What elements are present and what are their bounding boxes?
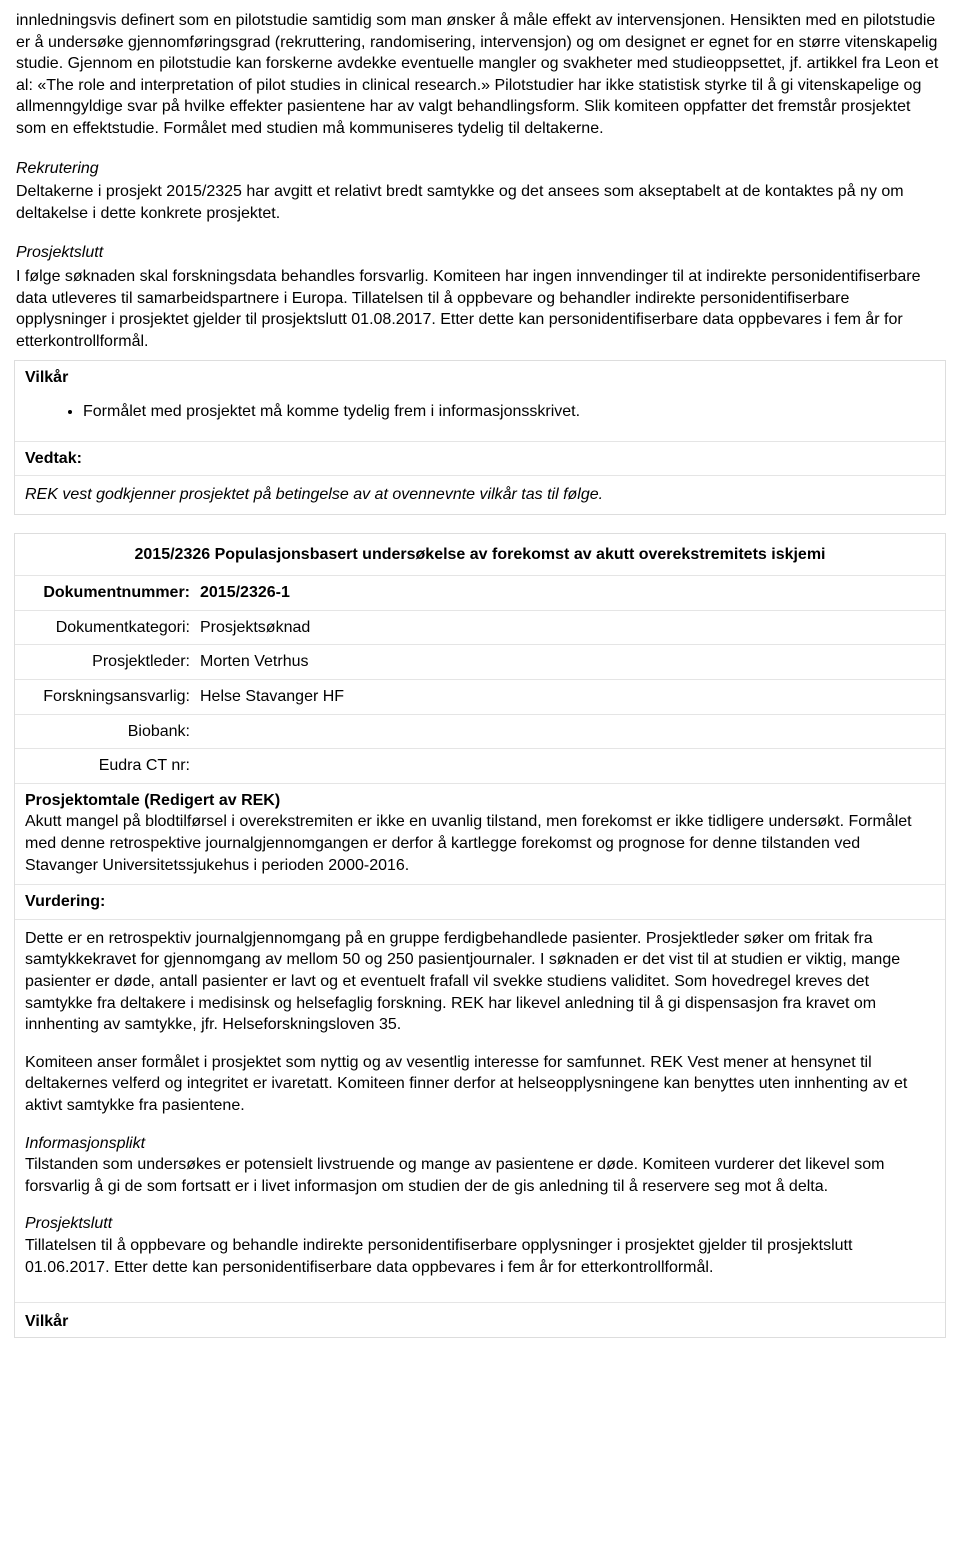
field-prosjektleder: Prosjektleder: Morten Vetrhus — [15, 645, 945, 680]
biobank-label: Biobank: — [25, 721, 200, 743]
field-dokumentnummer: Dokumentnummer: 2015/2326-1 — [15, 576, 945, 611]
prosjektomtale-heading: Prosjektomtale (Redigert av REK) — [15, 784, 945, 812]
eudra-value — [200, 755, 935, 777]
rekrutering-body: Deltakerne i prosjekt 2015/2325 har avgi… — [16, 181, 944, 224]
dokumentnummer-label: Dokumentnummer: — [25, 582, 200, 604]
section-1-body: innledningsvis definert som en pilotstud… — [14, 8, 946, 360]
forskningsansvarlig-value: Helse Stavanger HF — [200, 686, 935, 708]
field-eudra: Eudra CT nr: — [15, 749, 945, 784]
prosjektslutt2-body: Tillatelsen til å oppbevare og behandle … — [25, 1235, 935, 1278]
forskningsansvarlig-label: Forskningsansvarlig: — [25, 686, 200, 708]
assessment-p1: Dette er en retrospektiv journalgjennomg… — [25, 928, 935, 1036]
intro-paragraph: innledningsvis definert som en pilotstud… — [16, 10, 944, 140]
prosjektslutt2-heading: Prosjektslutt — [25, 1213, 935, 1235]
project-title: 2015/2326 Populasjonsbasert undersøkelse… — [15, 534, 945, 577]
vurdering-heading: Vurdering: — [15, 884, 945, 920]
prosjektleder-value: Morten Vetrhus — [200, 651, 935, 673]
dokumentnummer-value: 2015/2326-1 — [200, 582, 935, 604]
dokumentkategori-value: Prosjektsøknad — [200, 617, 935, 639]
rekrutering-heading: Rekrutering — [16, 158, 944, 180]
assessment-block: Dette er en retrospektiv journalgjennomg… — [15, 920, 945, 1302]
field-forskningsansvarlig: Forskningsansvarlig: Helse Stavanger HF — [15, 680, 945, 715]
vedtak-body: REK vest godkjenner prosjektet på beting… — [15, 476, 945, 514]
vilkar-heading: Vilkår — [25, 367, 935, 389]
field-biobank: Biobank: — [15, 715, 945, 750]
vilkar2-heading: Vilkår — [15, 1302, 945, 1337]
prosjektslutt-heading: Prosjektslutt — [16, 242, 944, 264]
vilkar-list: Formålet med prosjektet må komme tydelig… — [25, 401, 935, 423]
biobank-value — [200, 721, 935, 743]
prosjektleder-label: Prosjektleder: — [25, 651, 200, 673]
vilkar-item: Formålet med prosjektet må komme tydelig… — [83, 401, 935, 423]
info-heading: Informasjonsplikt — [25, 1133, 935, 1155]
prosjektomtale-body: Akutt mangel på blodtilførsel i overekst… — [15, 811, 945, 884]
eudra-label: Eudra CT nr: — [25, 755, 200, 777]
vedtak-heading: Vedtak: — [15, 442, 945, 477]
assessment-p2: Komiteen anser formålet i prosjektet som… — [25, 1052, 935, 1117]
section-2: 2015/2326 Populasjonsbasert undersøkelse… — [14, 533, 946, 1338]
dokumentkategori-label: Dokumentkategori: — [25, 617, 200, 639]
prosjektslutt-body: I følge søknaden skal forskningsdata beh… — [16, 266, 944, 352]
field-dokumentkategori: Dokumentkategori: Prosjektsøknad — [15, 611, 945, 646]
info-body: Tilstanden som undersøkes er potensielt … — [25, 1154, 935, 1197]
section-1-vilkar: Vilkår Formålet med prosjektet må komme … — [14, 360, 946, 514]
